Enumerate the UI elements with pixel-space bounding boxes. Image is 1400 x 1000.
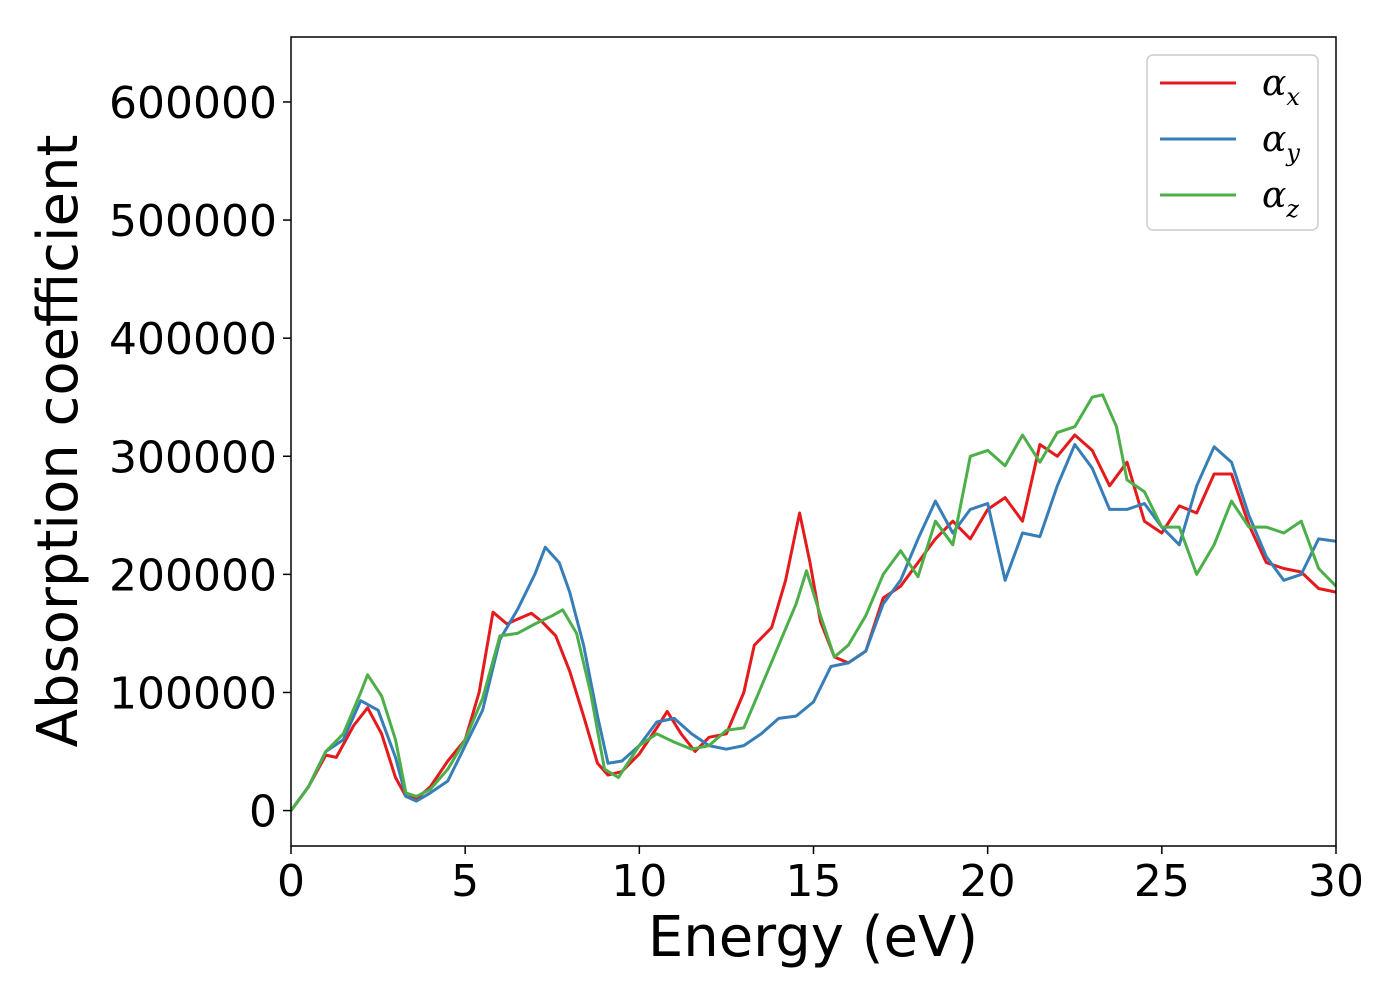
legend-label-alpha-z: αz xyxy=(1262,175,1299,223)
x-tick-label: 0 xyxy=(277,856,305,907)
legend-label-subscript: y xyxy=(1285,139,1300,167)
x-tick-label: 20 xyxy=(960,856,1016,907)
series-lines xyxy=(291,393,1336,812)
legend-box xyxy=(1146,54,1319,231)
x-tick-label: 5 xyxy=(451,856,479,907)
y-axis-title: Absorption coefficient xyxy=(26,135,91,748)
legend-label-subscript: z xyxy=(1285,195,1299,223)
y-tick-label: 600000 xyxy=(109,78,277,129)
x-axis-ticks: 0 5 10 15 20 25 30 xyxy=(277,846,1364,907)
y-tick-label: 400000 xyxy=(109,314,277,365)
series-line-alpha-z xyxy=(291,393,1336,812)
y-tick-label: 0 xyxy=(249,787,277,838)
y-axis-ticks: 0 100000 200000 300000 400000 500000 600000 xyxy=(109,78,291,838)
x-axis-title: Energy (eV) xyxy=(648,905,978,970)
y-tick-label: 300000 xyxy=(109,432,277,483)
y-tick-label: 100000 xyxy=(109,668,277,719)
x-tick-label: 25 xyxy=(1134,856,1190,907)
series-line-alpha-y xyxy=(291,443,1336,812)
y-tick-label: 500000 xyxy=(109,196,277,247)
x-tick-label: 30 xyxy=(1308,856,1364,907)
x-tick-label: 10 xyxy=(611,856,667,907)
series-line-alpha-x xyxy=(291,433,1336,812)
legend-label-subscript: x xyxy=(1286,83,1300,111)
x-tick-label: 15 xyxy=(786,856,842,907)
y-tick-label: 200000 xyxy=(109,550,277,601)
